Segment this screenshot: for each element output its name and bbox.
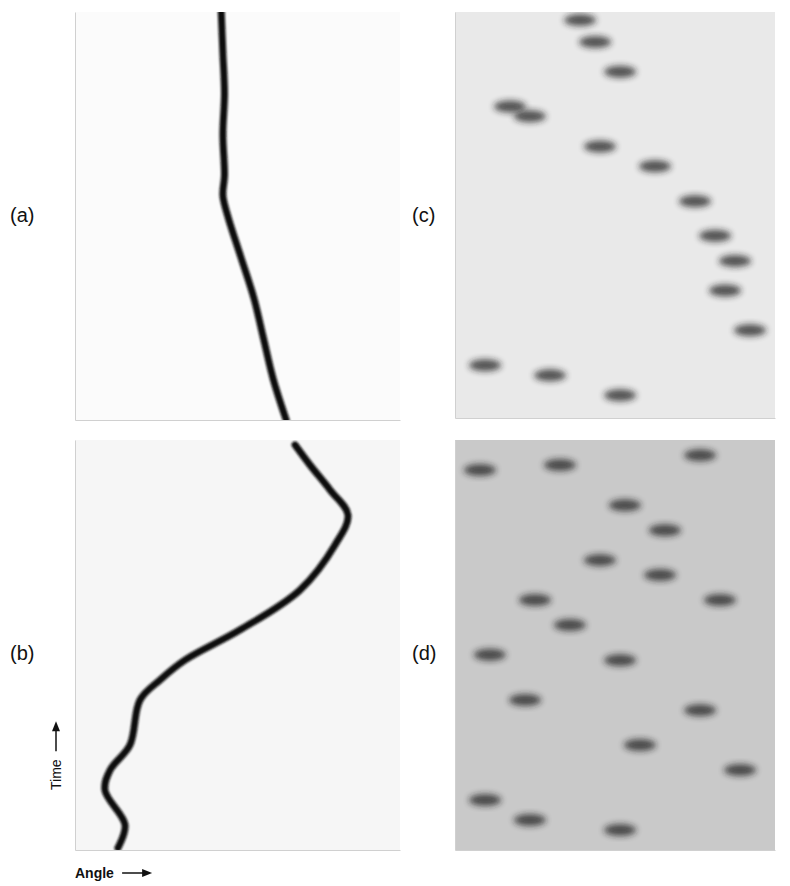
blob	[514, 814, 546, 826]
blob	[519, 594, 551, 606]
blob	[734, 324, 766, 336]
blob	[604, 66, 636, 78]
blob	[724, 764, 756, 776]
x-axis	[76, 850, 401, 851]
blob	[649, 524, 681, 536]
axis-line	[456, 850, 776, 851]
blob	[509, 694, 541, 706]
plot-background	[455, 12, 775, 418]
blob	[709, 285, 741, 297]
blob	[639, 160, 671, 172]
track-line	[105, 445, 348, 848]
panel	[455, 12, 776, 419]
axis-line	[455, 441, 456, 851]
blob	[514, 110, 546, 122]
blob	[469, 359, 501, 371]
figure: (a) (b) Time Angle (c) (d)	[0, 0, 790, 886]
x-axis	[456, 418, 776, 419]
x-axis	[456, 850, 776, 851]
blob	[609, 499, 641, 511]
y-axis	[75, 441, 76, 851]
blob	[584, 554, 616, 566]
plot-background	[75, 440, 400, 850]
axis-line	[456, 418, 776, 419]
plot-background	[75, 12, 400, 420]
blob	[554, 619, 586, 631]
blob	[684, 704, 716, 716]
blob	[684, 449, 716, 461]
panel-label: (b)	[10, 642, 34, 664]
y-axis	[75, 13, 76, 421]
track-line	[221, 12, 286, 420]
marks	[469, 14, 766, 401]
panel	[455, 440, 776, 851]
marks	[105, 445, 348, 848]
blob	[494, 101, 526, 113]
blob	[704, 594, 736, 606]
blob	[464, 464, 496, 476]
blob	[579, 36, 611, 48]
y-axis-title: Time	[48, 759, 64, 790]
blob	[604, 824, 636, 836]
marks	[464, 449, 756, 836]
y-axis	[455, 13, 456, 419]
blob	[544, 459, 576, 471]
blob	[604, 389, 636, 401]
blob	[604, 654, 636, 666]
blob	[564, 14, 596, 26]
blob	[534, 369, 566, 381]
blob	[584, 140, 616, 152]
axis-line	[75, 441, 76, 851]
blob	[699, 230, 731, 242]
x-axis-title: Angle	[75, 865, 114, 881]
blob	[719, 255, 751, 267]
panel-label: (c)	[412, 204, 435, 226]
panel	[75, 440, 401, 851]
panel	[75, 12, 401, 421]
blob	[469, 794, 501, 806]
x-axis	[76, 420, 401, 421]
axis-line	[455, 13, 456, 419]
marks	[221, 12, 286, 420]
plot-background	[455, 440, 775, 850]
blob	[624, 739, 656, 751]
blob	[679, 195, 711, 207]
blob	[474, 649, 506, 661]
axis-line	[76, 420, 401, 421]
axis-line	[75, 13, 76, 421]
arrow-head	[52, 721, 60, 731]
axis-line	[76, 850, 401, 851]
arrow-head	[142, 869, 152, 877]
panel-label: (a)	[10, 204, 34, 226]
blob	[644, 569, 676, 581]
y-axis	[455, 441, 456, 851]
panel-label: (d)	[412, 642, 436, 664]
